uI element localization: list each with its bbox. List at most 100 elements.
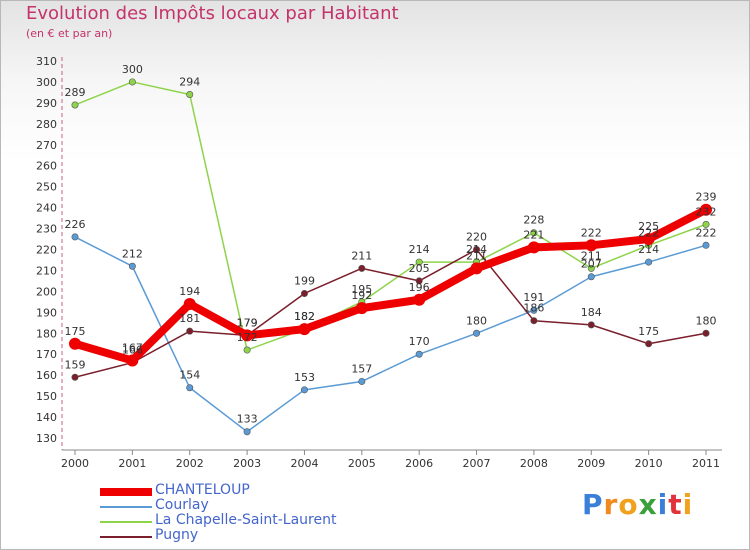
data-point	[587, 273, 595, 281]
data-label: 195	[351, 283, 372, 296]
x-tick-label: 2004	[290, 457, 318, 470]
legend-label: CHANTELOUP	[155, 482, 250, 498]
x-tick-label: 2008	[520, 457, 548, 470]
data-point	[355, 302, 368, 315]
data-label: 207	[581, 258, 602, 271]
logo-letter: i	[657, 488, 669, 521]
data-point	[241, 329, 254, 342]
data-point	[415, 277, 423, 285]
data-point	[298, 323, 311, 336]
chart-subtitle: (en € et par an)	[26, 27, 113, 40]
data-label: 153	[294, 371, 315, 384]
x-tick-label: 2002	[176, 457, 204, 470]
data-label: 289	[65, 86, 86, 99]
data-label: 221	[523, 228, 544, 241]
legend-label: Pugny	[155, 527, 199, 543]
data-label: 167	[122, 342, 143, 355]
data-label: 181	[179, 312, 200, 325]
data-label: 232	[696, 205, 717, 218]
y-tick-label: 270	[36, 139, 57, 152]
data-point	[645, 340, 653, 348]
data-point	[71, 373, 79, 381]
data-label: 222	[638, 226, 659, 239]
data-label: 211	[351, 249, 372, 262]
y-tick-label: 170	[36, 348, 57, 361]
data-label: 159	[65, 358, 86, 371]
y-tick-label: 250	[36, 181, 57, 194]
data-point	[645, 258, 653, 266]
data-label: 294	[179, 76, 200, 89]
data-label: 175	[638, 325, 659, 338]
data-point	[473, 329, 481, 337]
legend-swatch	[100, 521, 152, 523]
logo-letter: i	[682, 488, 694, 521]
data-point	[702, 329, 710, 337]
data-label: 226	[65, 218, 86, 231]
logo-letter: x	[638, 488, 658, 521]
data-label: 214	[466, 243, 487, 256]
data-point	[71, 101, 79, 109]
legend-label: La Chapelle-Saint-Laurent	[155, 512, 337, 528]
data-label: 300	[122, 63, 143, 76]
y-tick-label: 240	[36, 202, 57, 215]
y-tick-label: 200	[36, 285, 57, 298]
series-la-chapelle-saint-laurent	[71, 78, 710, 354]
data-label: 194	[179, 285, 200, 298]
series-line	[71, 205, 710, 365]
data-label: 225	[638, 220, 659, 233]
data-label: 157	[351, 362, 372, 375]
data-label: 239	[696, 191, 717, 204]
data-label: 192	[351, 289, 372, 302]
y-tick-label: 310	[36, 55, 57, 68]
data-point	[415, 258, 423, 266]
series-line	[74, 248, 707, 379]
data-point	[530, 306, 538, 314]
data-label: 191	[523, 291, 544, 304]
data-label: 175	[65, 325, 86, 338]
data-label-layer: 226 212 154 133 153 157 170 180 191 207 214 222 289 3…	[65, 63, 717, 426]
data-label: 133	[237, 413, 258, 426]
data-point	[243, 428, 251, 436]
logo-letter: t	[668, 488, 683, 521]
data-point	[243, 346, 251, 354]
data-point	[527, 241, 540, 254]
data-label: 182	[294, 310, 315, 323]
data-label: 212	[122, 247, 143, 260]
data-label: 180	[696, 314, 717, 327]
data-label: 179	[237, 316, 258, 329]
data-point	[585, 239, 598, 252]
legend-swatch	[100, 536, 152, 538]
data-label: 166	[122, 344, 143, 357]
data-point	[415, 350, 423, 358]
series-line	[74, 81, 707, 351]
data-point	[71, 233, 79, 241]
x-tick-label: 2006	[405, 457, 433, 470]
data-point	[358, 377, 366, 385]
data-point	[413, 293, 426, 306]
logo-letter: o	[618, 488, 639, 521]
data-point	[69, 337, 81, 350]
y-tick-label: 260	[36, 160, 57, 173]
y-tick-label: 210	[36, 264, 57, 277]
data-label: 182	[294, 310, 315, 323]
y-tick-label: 140	[36, 411, 57, 424]
series-courlay	[71, 233, 710, 436]
data-point	[470, 262, 483, 275]
data-label: 180	[466, 314, 487, 327]
series-line	[74, 236, 707, 433]
data-label: 170	[409, 335, 430, 348]
data-point	[126, 354, 139, 367]
chart-title: Evolution des Impôts locaux par Habitant	[26, 3, 399, 24]
data-label: 154	[179, 369, 200, 382]
x-tick-label: 2005	[348, 457, 376, 470]
data-point	[700, 203, 712, 216]
logo-letter: P	[582, 488, 604, 521]
data-point	[300, 289, 308, 297]
x-tick-label: 2010	[635, 457, 663, 470]
data-label: 184	[581, 306, 602, 319]
data-point	[183, 297, 196, 310]
data-point	[128, 262, 136, 270]
line-chart: 130 140 150 160 170 180 190 200 210 220 230 240 250 2…	[36, 55, 722, 470]
series-pugny	[71, 246, 710, 381]
x-tick-label: 2011	[692, 457, 720, 470]
